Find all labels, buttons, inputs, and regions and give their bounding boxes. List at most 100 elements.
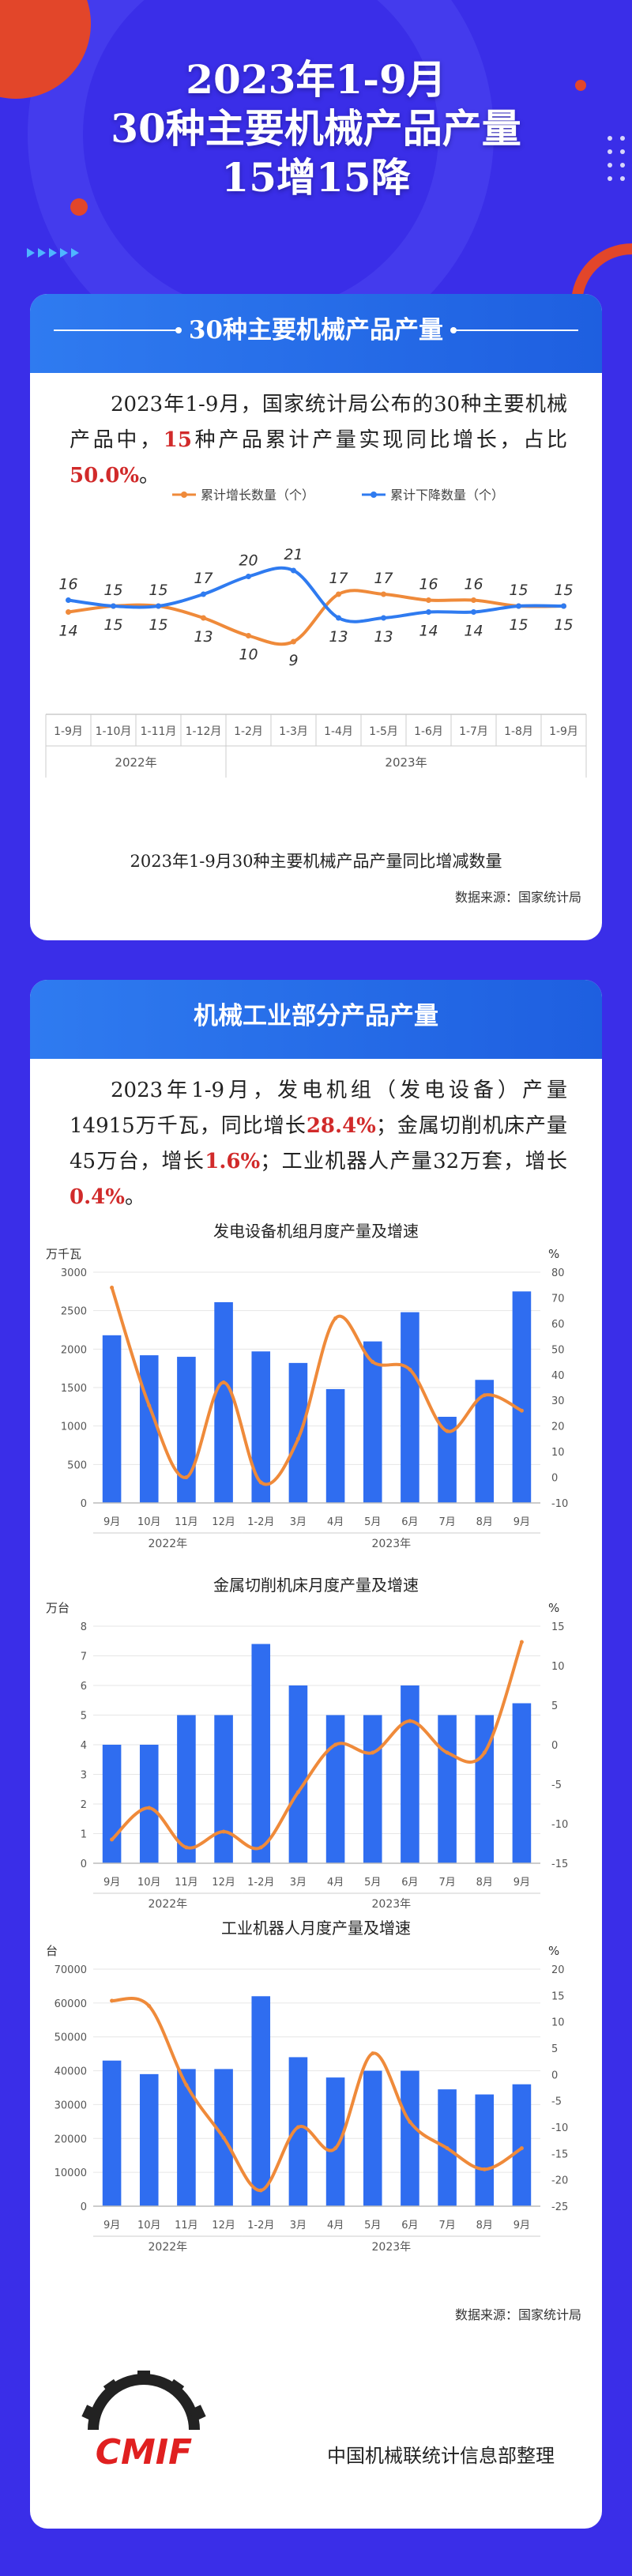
y-tick-label: 5 — [81, 1711, 87, 1723]
y2-tick-label: 10 — [551, 1447, 565, 1459]
x-tick-label: 1-2月 — [234, 725, 263, 738]
data-point — [246, 574, 251, 579]
bar — [102, 2060, 122, 2206]
x-group-label: 2022年 — [149, 2241, 188, 2254]
data-source: 数据来源：国家统计局 — [454, 890, 581, 905]
data-point — [516, 603, 521, 609]
y-tick-label: 30000 — [55, 2100, 87, 2111]
data-point — [336, 615, 341, 621]
bar — [102, 1335, 122, 1503]
data-point — [66, 609, 71, 615]
x-tick-label: 4月 — [327, 1516, 344, 1528]
growth-point — [519, 1408, 524, 1413]
growth-line — [110, 1286, 523, 1486]
growth-point — [184, 1475, 189, 1480]
growth-point — [184, 2083, 189, 2088]
x-tick-label: 9月 — [103, 1516, 120, 1528]
intro-highlight-value: 1.6% — [205, 1150, 261, 1173]
y2-tick-label: 50 — [551, 1344, 565, 1356]
bar — [251, 1351, 271, 1503]
x-tick-label: 1-7月 — [459, 725, 488, 738]
y2-tick-label: 0 — [551, 2069, 558, 2081]
growth-point — [445, 1750, 450, 1755]
data-label: 13 — [374, 628, 393, 646]
intro-highlight-value: 28.4% — [306, 1114, 376, 1138]
growth-point — [482, 1393, 487, 1398]
dots-decoration — [608, 136, 625, 181]
y-tick-label: 20000 — [55, 2133, 87, 2145]
growth-point — [371, 1360, 375, 1365]
chart-title-machine-tool: 金属切削机床月度产量及增速 — [213, 1576, 419, 1595]
growth-point — [371, 2051, 375, 2056]
x-tick-label: 11月 — [175, 1516, 198, 1528]
y2-tick-label: 20 — [551, 1422, 565, 1433]
x-tick-label: 7月 — [438, 2220, 455, 2231]
bar — [363, 1341, 382, 1503]
data-point — [426, 597, 431, 603]
data-label: 16 — [464, 576, 483, 593]
gear-icon — [81, 2371, 206, 2431]
x-tick-label: 8月 — [476, 1516, 493, 1528]
x-group-label: 2023年 — [385, 755, 427, 770]
data-label: 15 — [554, 616, 573, 634]
bar — [475, 1715, 495, 1863]
y2-tick-label: 40 — [551, 1370, 565, 1382]
data-point — [111, 603, 116, 609]
intro-highlight-value: 0.4% — [70, 1185, 125, 1209]
legend-item: 累计增长数量（个） — [172, 488, 314, 503]
bar — [363, 1715, 382, 1863]
y-tick-label: 2 — [81, 1799, 87, 1811]
chart-title-generator: 发电设备机组月度产量及增速 — [213, 1222, 419, 1241]
bar — [438, 1416, 457, 1503]
section-header-1: 30种主要机械产品产量 — [30, 294, 602, 373]
bar — [325, 1715, 345, 1863]
y-tick-label: 50000 — [55, 2032, 87, 2044]
y2-tick-label: 60 — [551, 1319, 565, 1331]
data-point — [381, 591, 386, 597]
y2-tick-label: 15 — [551, 1990, 565, 2002]
growth-point — [408, 1367, 412, 1372]
bar — [475, 2094, 495, 2206]
growth-point — [221, 2135, 226, 2140]
x-tick-label: 9月 — [514, 1877, 530, 1889]
x-tick-label: 9月 — [103, 1877, 120, 1889]
x-tick-label: 1-8月 — [504, 725, 533, 738]
footer-credit: 中国机械联统计信息部整理 — [327, 2445, 555, 2467]
bar — [401, 2070, 419, 2206]
x-tick-label: 1-6月 — [414, 725, 443, 738]
y2-tick-label: 30 — [551, 1395, 565, 1407]
chart-legend: 累计增长数量（个） 累计下降数量（个） — [172, 488, 504, 503]
intro-text: ；金属切削机床产量45万台，增长 — [70, 1114, 567, 1173]
header-lines-decoration — [54, 327, 578, 333]
data-point — [336, 591, 341, 597]
section-card-1: 30种主要机械产品产量 2023年1-9月，国家统计局公布的30种主要机械产品中… — [30, 294, 602, 940]
growth-point — [295, 2125, 300, 2130]
bar — [214, 1715, 233, 1863]
x-tick-label: 1-5月 — [369, 725, 398, 738]
y-tick-label: 2000 — [61, 1344, 87, 1356]
section-title-2: 机械工业部分产品产量 — [194, 1002, 438, 1030]
bar — [512, 2084, 532, 2206]
data-label: 17 — [194, 570, 213, 587]
growth-line — [111, 1641, 524, 1851]
y2-axis-unit: % — [548, 1247, 559, 1261]
x-tick-label: 9月 — [514, 2220, 530, 2231]
bar — [512, 1703, 532, 1863]
y-tick-label: 8 — [81, 1621, 87, 1633]
growth-point — [258, 2188, 263, 2193]
line-chart-count: 累计增长数量（个） 累计下降数量（个） 14 15 15 13 10 9 17 17 16 16 15 1… — [45, 488, 587, 778]
bar — [177, 2069, 196, 2206]
x-tick-label: 8月 — [476, 1877, 493, 1889]
y2-tick-label: -15 — [551, 1859, 568, 1870]
data-label: 20 — [239, 552, 258, 570]
x-group-label: 2023年 — [372, 1898, 412, 1911]
y-tick-label: 60000 — [55, 1998, 87, 2010]
y-tick-label: 1000 — [61, 1422, 87, 1433]
y2-axis-unit: % — [548, 1601, 559, 1615]
bar — [102, 1745, 122, 1863]
page-title: 2023年1-9月 30种主要机械产品产量 15增15降 — [0, 55, 632, 202]
x-tick-label: 4月 — [327, 1877, 344, 1889]
y-tick-label: 0 — [81, 2201, 87, 2213]
data-point — [426, 609, 431, 615]
data-point — [66, 597, 71, 603]
